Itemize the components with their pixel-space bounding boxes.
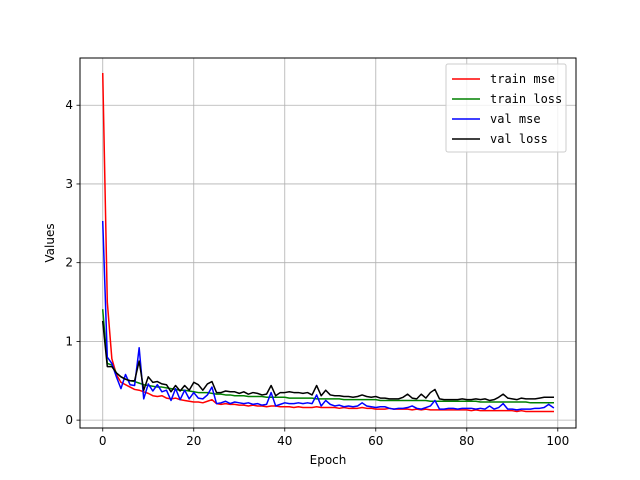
series-lines (101, 72, 555, 413)
x-axis-label: Epoch (310, 453, 347, 467)
x-tick-label: 60 (368, 434, 383, 448)
y-axis-ticks: 0 1 2 3 4 (65, 98, 80, 427)
x-tick-label: 0 (99, 434, 107, 448)
legend: train mse train loss val mse val loss (445, 63, 567, 153)
legend-label: val mse (490, 112, 541, 126)
series-line-train-loss (101, 309, 554, 404)
series-line-val-mse (101, 220, 555, 411)
y-tick-label: 1 (65, 334, 73, 348)
legend-box (445, 63, 567, 153)
y-tick-label: 3 (65, 177, 73, 191)
legend-label: train loss (490, 92, 562, 106)
x-tick-label: 100 (546, 434, 569, 448)
y-axis-label: Values (43, 223, 57, 262)
series-line-train-mse (101, 72, 554, 413)
plot-frame (79, 57, 577, 429)
x-axis-ticks: 0 20 40 60 80 100 (99, 428, 569, 448)
series-line-val-loss (101, 320, 554, 402)
legend-label: val loss (490, 132, 548, 146)
legend-label: train mse (490, 72, 555, 86)
x-tick-label: 20 (186, 434, 201, 448)
y-tick-label: 4 (65, 98, 73, 112)
y-tick-label: 0 (65, 413, 73, 427)
x-tick-label: 80 (459, 434, 474, 448)
x-tick-label: 40 (277, 434, 292, 448)
y-tick-label: 2 (65, 256, 73, 270)
